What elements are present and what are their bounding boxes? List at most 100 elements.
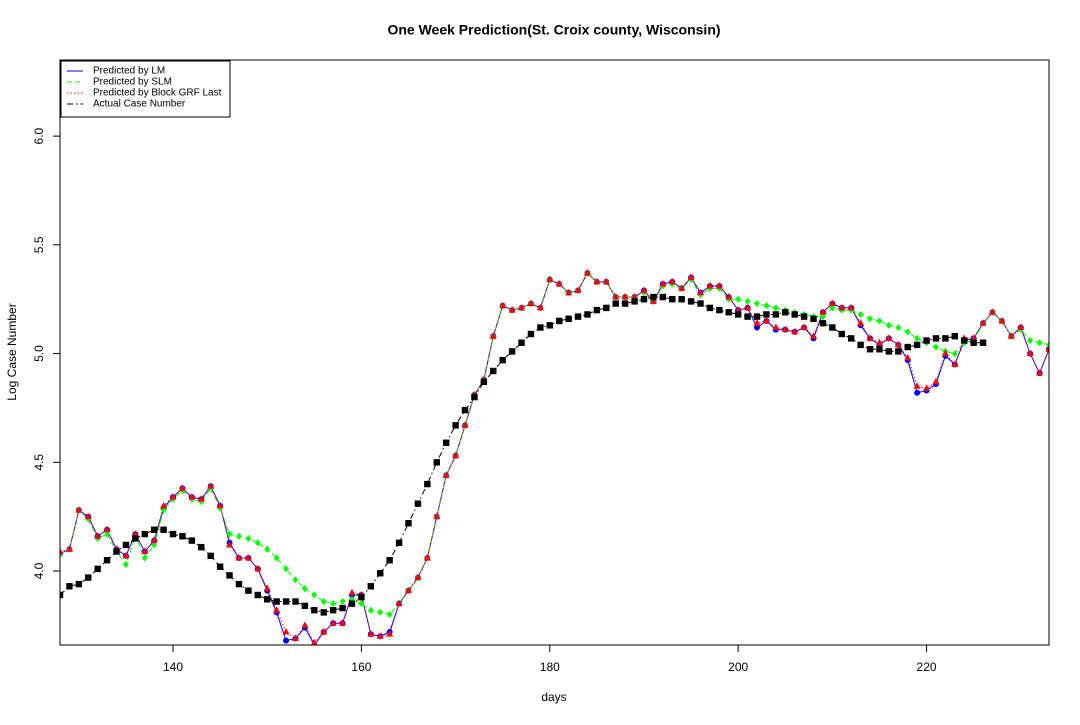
point <box>377 570 384 577</box>
point <box>988 308 996 315</box>
point <box>235 554 243 561</box>
point <box>923 384 931 391</box>
point <box>179 533 186 540</box>
point <box>283 637 290 644</box>
point <box>216 501 224 509</box>
point <box>706 282 714 289</box>
point <box>423 554 431 561</box>
point <box>235 580 243 588</box>
point <box>932 343 939 351</box>
y-tick-label: 6.0 <box>32 127 46 144</box>
point <box>75 580 83 588</box>
point <box>546 322 553 329</box>
point <box>556 317 563 325</box>
point <box>442 439 450 446</box>
point <box>894 340 902 348</box>
point <box>810 315 817 322</box>
point <box>292 576 299 584</box>
point <box>923 337 930 344</box>
point <box>386 630 394 637</box>
point <box>697 300 704 307</box>
point <box>452 422 459 429</box>
point <box>763 302 770 310</box>
point <box>735 295 742 303</box>
point <box>763 311 770 318</box>
point <box>103 556 111 564</box>
point <box>442 471 450 478</box>
point <box>320 609 327 616</box>
point <box>122 551 130 559</box>
point <box>791 327 799 335</box>
point <box>348 588 356 596</box>
series-line <box>60 272 1049 616</box>
legend-box <box>60 60 231 118</box>
point <box>414 500 422 507</box>
point <box>593 306 601 314</box>
point <box>583 269 591 276</box>
point <box>283 565 290 573</box>
point <box>631 298 638 305</box>
point <box>358 600 365 608</box>
point <box>367 606 374 614</box>
point <box>687 273 695 280</box>
point <box>207 482 215 489</box>
point <box>800 323 808 330</box>
y-tick-label: 4.0 <box>32 562 46 579</box>
point <box>527 330 535 338</box>
point <box>782 309 789 316</box>
point <box>480 378 488 386</box>
point <box>696 288 704 296</box>
point <box>744 303 752 311</box>
point <box>207 552 214 560</box>
point <box>537 324 544 331</box>
point <box>829 304 836 312</box>
point <box>122 541 130 549</box>
point <box>687 298 695 305</box>
point <box>414 573 422 581</box>
y-axis-label: Log Case Number <box>5 303 19 400</box>
point <box>518 339 525 346</box>
point <box>150 526 158 533</box>
point <box>122 561 129 569</box>
point <box>301 621 309 628</box>
plot-frame <box>59 59 1050 646</box>
point <box>1036 339 1043 347</box>
point <box>198 543 205 551</box>
point <box>339 604 346 612</box>
point <box>867 315 874 323</box>
point <box>499 301 507 309</box>
point <box>932 377 940 385</box>
point <box>895 323 902 331</box>
point <box>141 554 148 562</box>
point <box>169 530 177 538</box>
point <box>838 303 846 311</box>
point <box>405 520 412 527</box>
x-tick-label: 200 <box>728 660 748 674</box>
point <box>546 275 554 283</box>
point <box>1017 323 1025 330</box>
point <box>650 293 657 301</box>
point <box>536 303 544 311</box>
point <box>84 512 92 520</box>
point <box>244 554 252 561</box>
point <box>471 393 478 401</box>
point <box>141 530 148 538</box>
point <box>744 313 751 320</box>
point <box>951 332 959 340</box>
x-tick-label: 220 <box>917 660 937 674</box>
point <box>753 319 761 326</box>
point <box>970 334 978 341</box>
legend-label: Predicted by LM <box>93 66 165 77</box>
point <box>800 313 808 320</box>
point <box>754 300 761 308</box>
point <box>151 541 158 549</box>
point <box>301 602 309 610</box>
point <box>857 319 865 326</box>
point <box>358 593 365 601</box>
legend-label: Predicted by Block GRF Last <box>93 88 222 99</box>
point <box>395 599 403 607</box>
point <box>499 356 506 364</box>
point <box>235 532 242 540</box>
